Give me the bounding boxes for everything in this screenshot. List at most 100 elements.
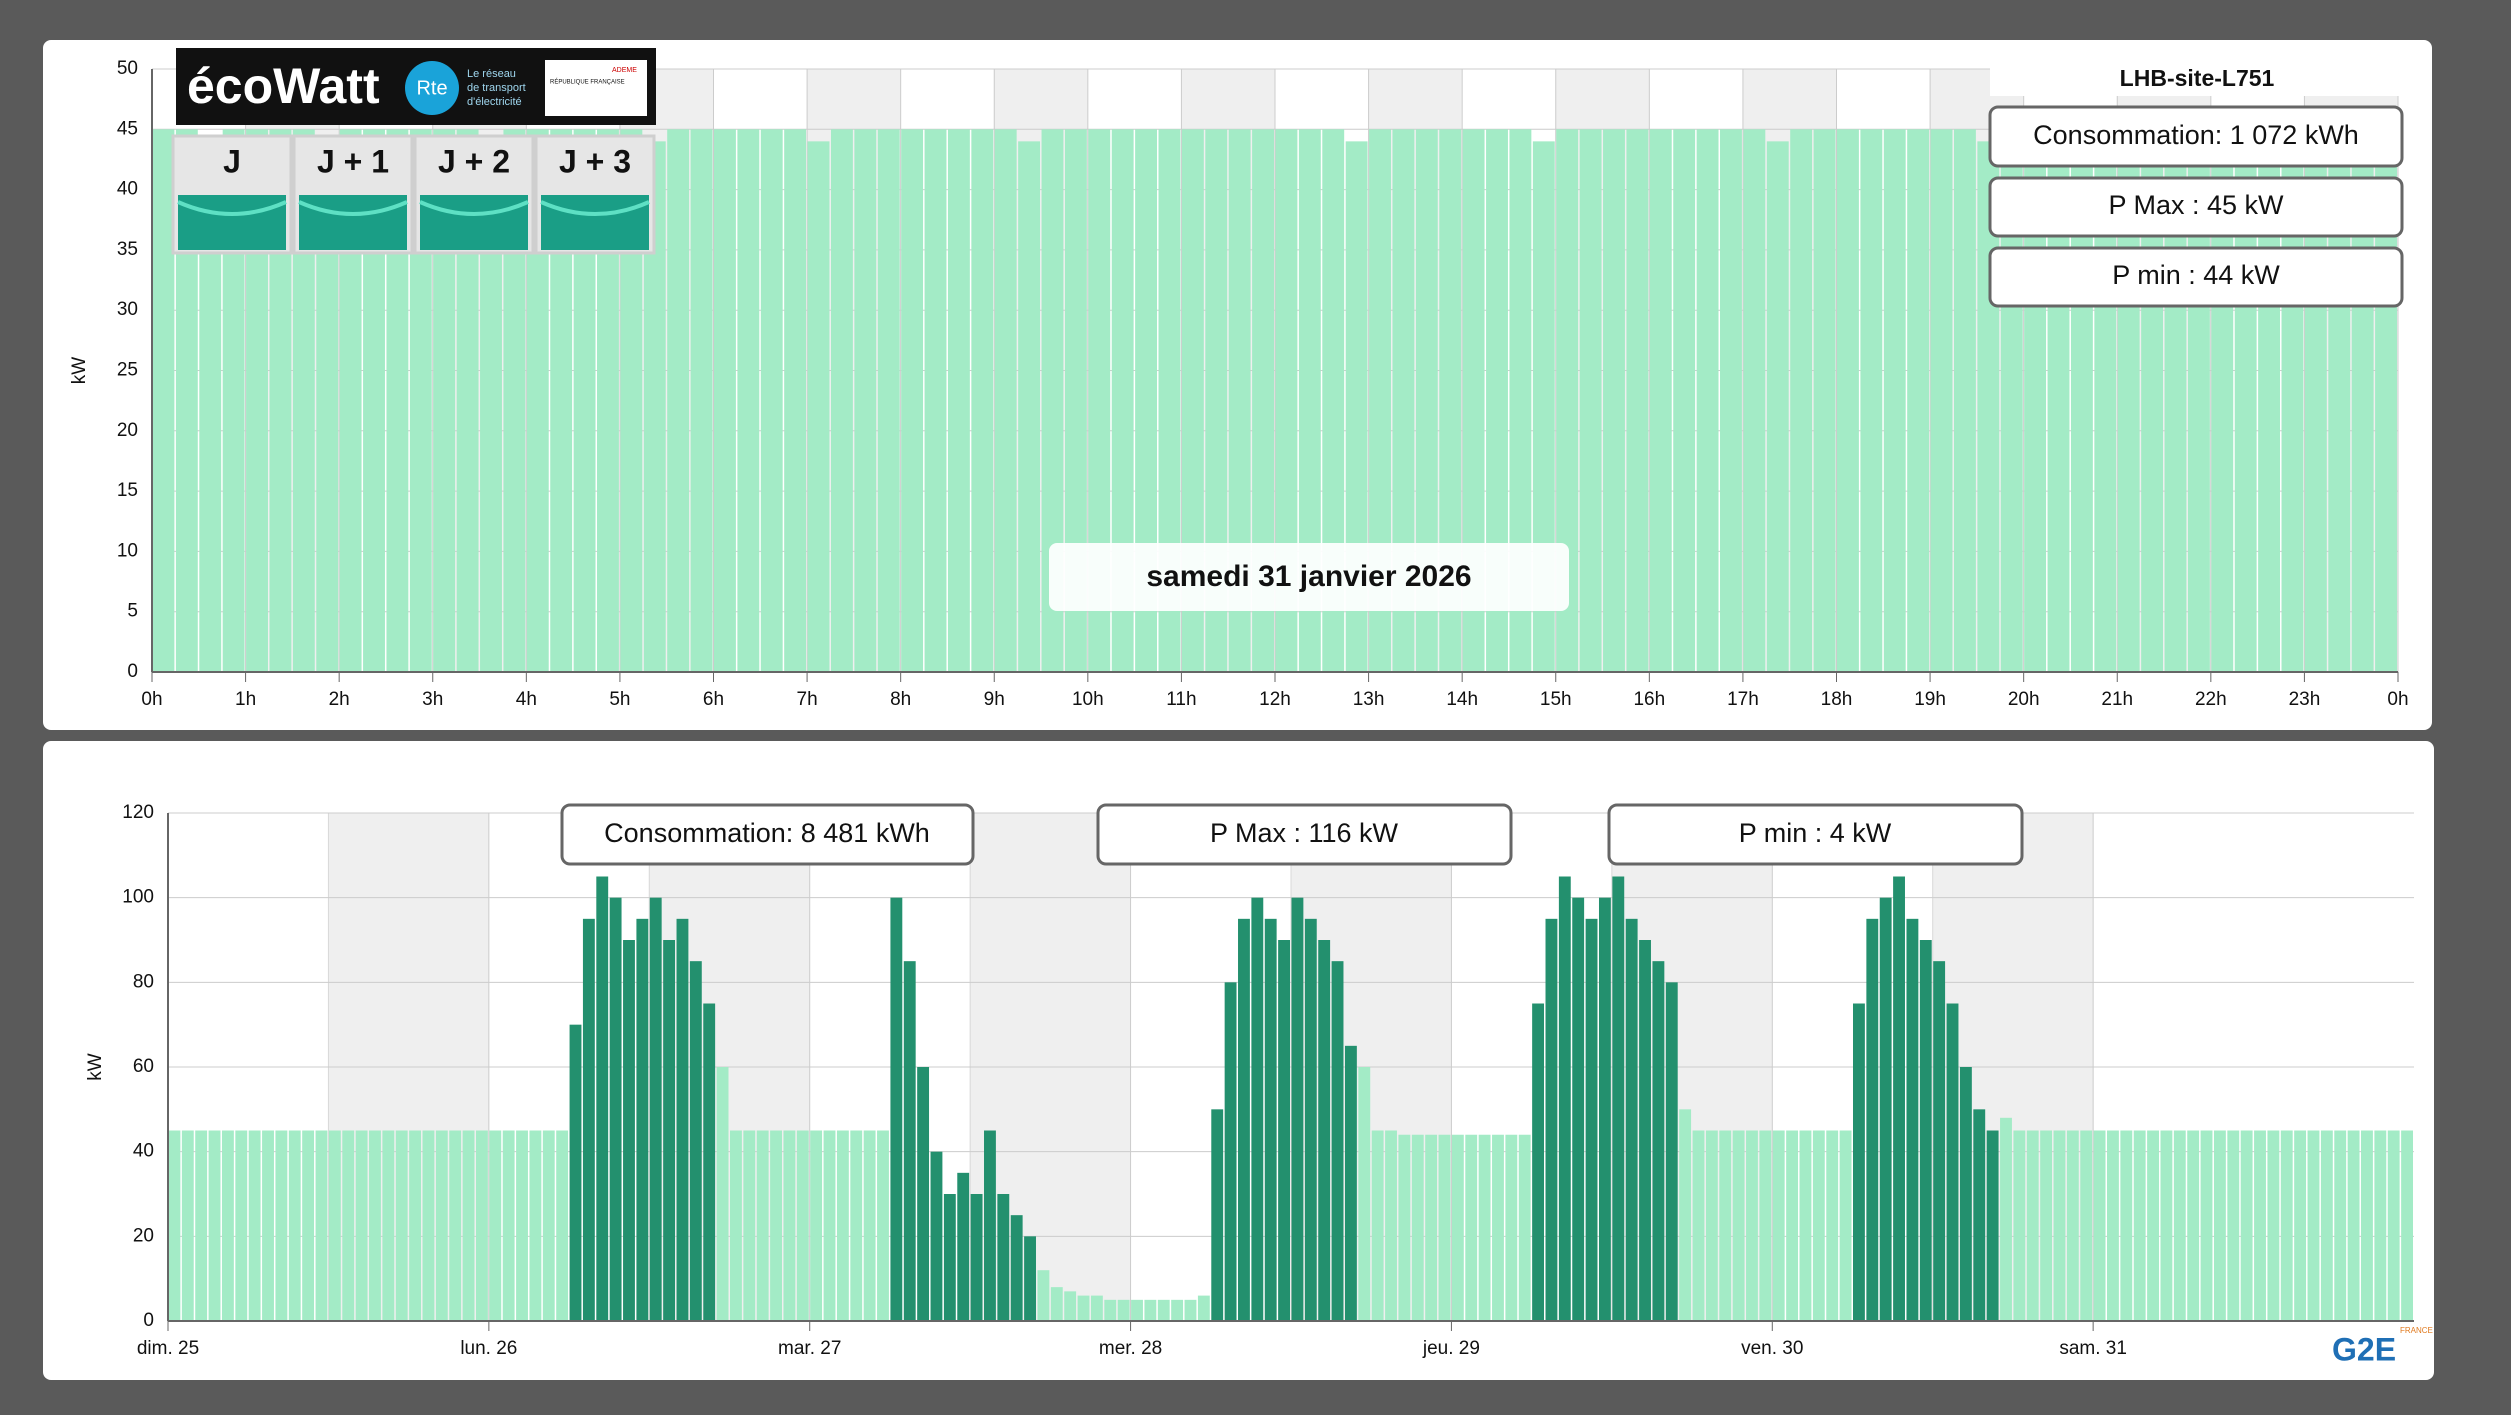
date: samedi 31 janvier 2026 — [1146, 560, 1471, 593]
bar — [1278, 940, 1290, 1321]
bar — [783, 1130, 796, 1321]
x-tick-label: mar. 27 — [778, 1338, 841, 1359]
bar — [737, 129, 760, 673]
bar — [1585, 918, 1598, 1321]
bar — [1090, 1295, 1103, 1321]
y-tick-label: 10 — [117, 540, 138, 561]
bar — [1018, 141, 1041, 673]
bar — [339, 129, 362, 673]
day-label: J + 3 — [559, 143, 631, 179]
bar — [877, 1130, 889, 1321]
bar — [386, 129, 409, 673]
bar — [1986, 1130, 1999, 1321]
bar — [503, 129, 526, 673]
bar — [924, 129, 947, 673]
bar — [1064, 129, 1087, 673]
bar — [1860, 129, 1883, 673]
g2e-sub: FRANCE — [2400, 1326, 2433, 1335]
bar — [1077, 1295, 1090, 1321]
day-signal — [541, 195, 649, 250]
day-wave — [540, 200, 650, 216]
bar — [573, 129, 596, 673]
bar — [221, 1130, 234, 1321]
bar — [2387, 1130, 2400, 1321]
bar — [1275, 129, 1298, 673]
bar — [168, 1130, 181, 1321]
g2e-logo-bg — [2322, 1322, 2428, 1374]
bar — [1345, 141, 1368, 673]
bar — [1790, 129, 1813, 673]
bar — [971, 129, 994, 673]
bar — [1598, 897, 1611, 1321]
x-tick-label: 5h — [609, 689, 630, 710]
bar — [2026, 1130, 2039, 1321]
title-bg — [1990, 64, 2402, 96]
x-tick-label: 4h — [516, 689, 537, 710]
x-tick-label: 13h — [1353, 689, 1385, 710]
bar — [997, 1194, 1010, 1321]
bar — [1439, 129, 1462, 673]
bar — [529, 1130, 542, 1321]
x-tick-label: 3h — [422, 689, 443, 710]
bar — [663, 940, 676, 1321]
info-box — [1988, 105, 2404, 168]
bar — [1853, 1003, 1865, 1321]
bar — [943, 1194, 956, 1321]
info-box — [1988, 246, 2404, 308]
bar — [1385, 1130, 1397, 1321]
bar — [2013, 1130, 2026, 1321]
bar — [569, 1024, 582, 1321]
partner-logos — [545, 60, 647, 116]
bar — [836, 1130, 849, 1321]
bar — [1786, 1130, 1799, 1321]
day-wave — [419, 200, 529, 216]
info-box — [1607, 803, 2024, 866]
bar — [480, 141, 502, 673]
bar — [1883, 129, 1906, 673]
x-tick-label: 17h — [1727, 689, 1759, 710]
bar — [1117, 1299, 1130, 1321]
bar — [1893, 876, 1905, 1321]
x-tick-label: 8h — [890, 689, 911, 710]
rte-name: Rte — [416, 77, 447, 99]
bar — [1425, 1134, 1438, 1321]
bar — [930, 1151, 943, 1321]
day-signal — [178, 195, 286, 250]
bar — [1298, 129, 1321, 673]
state-text: RÉPUBLIQUE FRANÇAISE — [550, 79, 625, 86]
bar — [1906, 918, 1919, 1321]
bar — [984, 1130, 996, 1321]
bar — [288, 1130, 301, 1321]
bar — [1826, 1130, 1839, 1321]
consumption: Consommation: 8 481 kWh — [604, 818, 930, 848]
x-tick-label: 10h — [1072, 689, 1104, 710]
x-tick-label: 12h — [1259, 689, 1291, 710]
bar — [1673, 129, 1696, 673]
bar — [1705, 1130, 1718, 1321]
bar — [342, 1130, 355, 1321]
bar — [269, 129, 292, 673]
bar — [315, 1130, 328, 1321]
bottom-chart: 0 20 40 60 80 100 120 dim. 25 lun. 26 mar. 27 mer.… — [85, 802, 2414, 1359]
day-label: J — [223, 143, 241, 179]
bar — [1024, 1236, 1036, 1321]
bar — [597, 129, 619, 673]
bar — [175, 129, 198, 673]
bar — [1532, 1003, 1545, 1321]
bar — [456, 129, 479, 673]
bar — [784, 129, 807, 673]
x-tick-label: 19h — [1914, 689, 1946, 710]
bar — [395, 1130, 408, 1321]
bar — [363, 129, 385, 673]
bar — [807, 141, 830, 673]
y-tick-label: 25 — [117, 360, 138, 381]
bar — [2334, 1130, 2347, 1321]
y-axis-label: kW — [69, 357, 90, 385]
bar — [556, 1130, 569, 1321]
rte-logo — [405, 61, 459, 115]
bar — [1157, 1299, 1170, 1321]
info-box — [1988, 176, 2404, 238]
bar — [1813, 129, 1836, 673]
bar — [1625, 918, 1638, 1321]
bar — [222, 129, 245, 673]
